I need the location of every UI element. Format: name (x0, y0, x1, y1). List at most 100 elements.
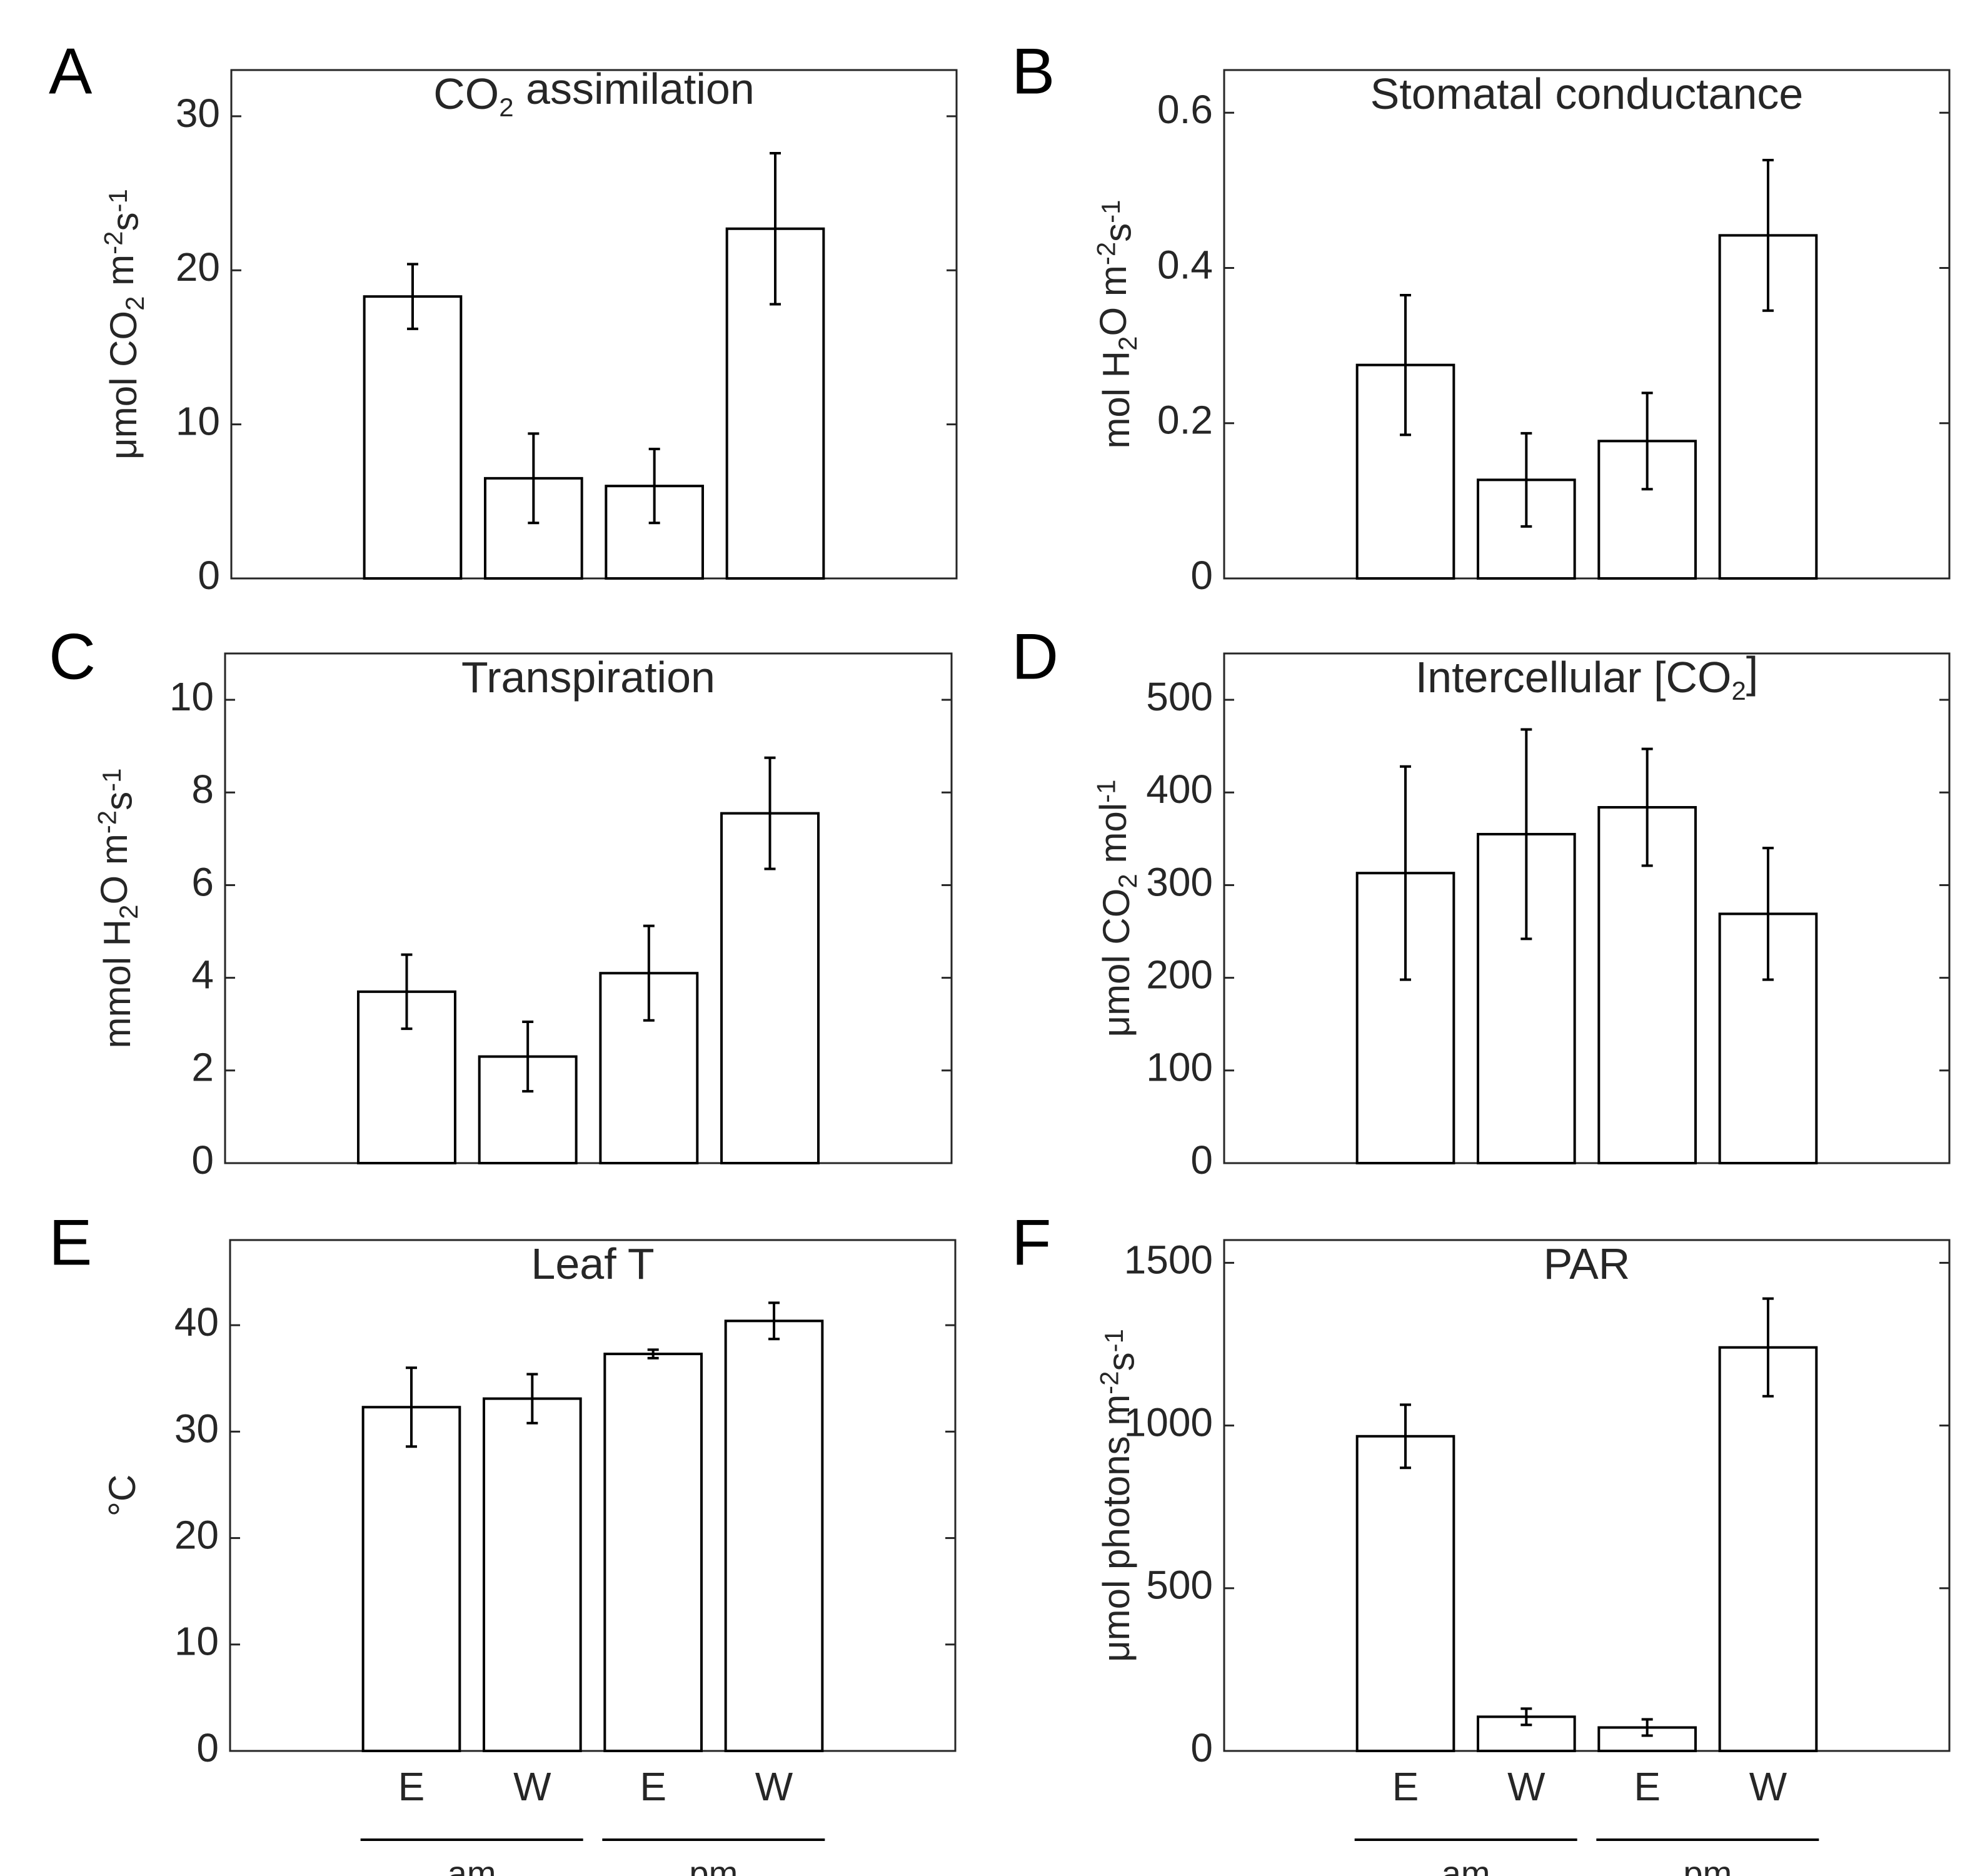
y-axis-label: μmol photons m-2s-1 (1094, 1329, 1142, 1662)
y-tick-label: 0 (1190, 1725, 1213, 1770)
chart-title-part-2: assimilation (514, 64, 755, 113)
group-label: pm (1683, 1853, 1732, 1876)
chart-title-part-0: Intercellular [CO (1415, 653, 1732, 702)
chart-title-part-1: 2 (1731, 676, 1746, 705)
group-label: pm (689, 1853, 738, 1876)
x-tick-label: W (513, 1764, 551, 1809)
y-tick-label: 10 (169, 674, 214, 719)
y-axis-label-part-5: -1 (1096, 199, 1125, 223)
bar-am-E (1357, 1436, 1454, 1751)
y-axis-label: μmol CO2 mol-1 (1091, 780, 1142, 1037)
y-axis-label-part-1: 2 (1113, 874, 1142, 888)
chart-title-part-1: 2 (499, 93, 513, 122)
figure: A0102030 CO2 assimilationμmol CO2 m-2s-1B… (0, 0, 1965, 1876)
y-tick-label: 6 (191, 859, 214, 904)
y-tick-label: 0.6 (1157, 87, 1213, 132)
group-label: am (1442, 1853, 1490, 1876)
y-axis-label-part-0: mol H (1095, 351, 1137, 449)
y-tick-label: 400 (1146, 767, 1213, 812)
y-axis-label-part-1: -2 (1094, 1371, 1123, 1394)
y-tick-label: 0 (198, 553, 220, 598)
y-axis-label-part-4: s (98, 792, 140, 810)
y-tick-label: 200 (1146, 952, 1213, 997)
y-tick-label: 500 (1146, 1563, 1213, 1608)
chart-title-part-0: Transpiration (461, 653, 715, 702)
panel-F: F 0 500 1000 1500 PAR μmol photons m-2s-1 E W E Wa… (1012, 1206, 1949, 1876)
y-axis-label: °C (101, 1475, 143, 1516)
y-axis-label-part-4: s (104, 213, 146, 231)
x-tick-label: W (1507, 1764, 1545, 1809)
panel-letter: E (49, 1206, 92, 1279)
plot-frame (225, 653, 952, 1163)
y-tick-label: 10 (176, 399, 220, 444)
y-tick-label: 0.4 (1157, 242, 1213, 287)
y-axis-label-part-2: O m (93, 834, 135, 904)
chart-title-part-2: ] (1746, 648, 1758, 697)
plot-frame (1224, 653, 1949, 1163)
y-axis-label-part-3: -2 (98, 231, 128, 255)
chart-title-part-0: Leaf T (531, 1239, 654, 1288)
y-axis-label-part-3: -2 (1091, 242, 1120, 265)
y-axis-label-part-0: °C (101, 1475, 143, 1516)
panel-letter: C (49, 620, 96, 693)
y-tick-label: 10 (174, 1619, 219, 1664)
y-axis-label: μmol CO2 m-2s-1 (98, 189, 149, 460)
chart-title: PAR (1544, 1239, 1631, 1288)
y-axis-label-part-0: μmol photons m (1095, 1394, 1137, 1662)
y-axis-label-part-1: 2 (120, 296, 149, 311)
x-tick-label: E (398, 1764, 425, 1809)
panel-letter: A (49, 35, 93, 108)
y-axis-label-part-3: -1 (1099, 1329, 1128, 1352)
y-tick-label: 4 (191, 952, 214, 997)
chart-title-part-0: CO (433, 69, 499, 118)
panel-B: B 0 0.2 0.4 0.6 Stomatal conductance mol H2O m… (1012, 35, 1949, 597)
panel-E: E 0 10 20 30 40 Leaf T °C E W E Wam pm (49, 1206, 955, 1876)
y-axis-label-part-2: mol (1092, 803, 1134, 874)
plot-frame (1224, 1240, 1949, 1751)
y-axis-label-part-2: s (1100, 1352, 1142, 1371)
x-tick-label: W (1749, 1764, 1787, 1809)
plot-frame (231, 70, 957, 578)
y-tick-label: 0 (1190, 1137, 1213, 1183)
plot-frame (230, 1240, 955, 1751)
y-axis-label-part-5: -1 (103, 189, 133, 212)
y-tick-label: 0 (191, 1137, 214, 1183)
y-axis-label-part-2: m (99, 255, 141, 296)
panel-letter: B (1012, 35, 1055, 108)
chart-title: Transpiration (461, 653, 715, 702)
y-tick-label: 300 (1146, 859, 1213, 904)
y-tick-label: 20 (176, 245, 220, 290)
plot-frame (1224, 70, 1949, 578)
chart-title-part-0: PAR (1544, 1239, 1631, 1288)
y-axis-label-part-1: 2 (114, 905, 143, 919)
bar-pm-E (605, 1354, 701, 1751)
y-axis-label-part-0: μmol CO (1095, 889, 1137, 1037)
panel-letter: D (1012, 620, 1058, 693)
y-tick-label: 20 (174, 1512, 219, 1557)
y-axis-label-part-3: -1 (1091, 780, 1120, 803)
y-tick-label: 100 (1146, 1045, 1213, 1090)
panel-letter: F (1012, 1206, 1052, 1279)
group-label: am (448, 1853, 496, 1876)
y-tick-label: 0.2 (1157, 398, 1213, 443)
y-axis-label-part-0: mmol H (96, 919, 138, 1049)
y-axis-label: mol H2O m-2s-1 (1091, 199, 1142, 448)
panel-C: C0246810 Transpirationmmol H2O m-2s-1 (49, 620, 952, 1182)
y-axis-label-part-1: 2 (1113, 336, 1142, 351)
y-tick-label: 30 (176, 91, 220, 136)
x-tick-label: E (1634, 1764, 1661, 1809)
bar-am-W (484, 1399, 581, 1751)
y-tick-label: 40 (174, 1299, 219, 1344)
y-axis-label-part-4: s (1097, 223, 1139, 242)
chart-title-part-0: Stomatal conductance (1370, 69, 1804, 118)
chart-title: Leaf T (531, 1239, 654, 1288)
bar-pm-W (1720, 1348, 1817, 1751)
x-tick-label: E (1392, 1764, 1419, 1809)
y-axis-label: mmol H2O m-2s-1 (92, 768, 143, 1048)
x-tick-label: W (755, 1764, 793, 1809)
x-tick-label: E (640, 1764, 666, 1809)
y-axis-label-part-3: -2 (92, 810, 121, 834)
y-tick-label: 0 (1190, 553, 1213, 598)
